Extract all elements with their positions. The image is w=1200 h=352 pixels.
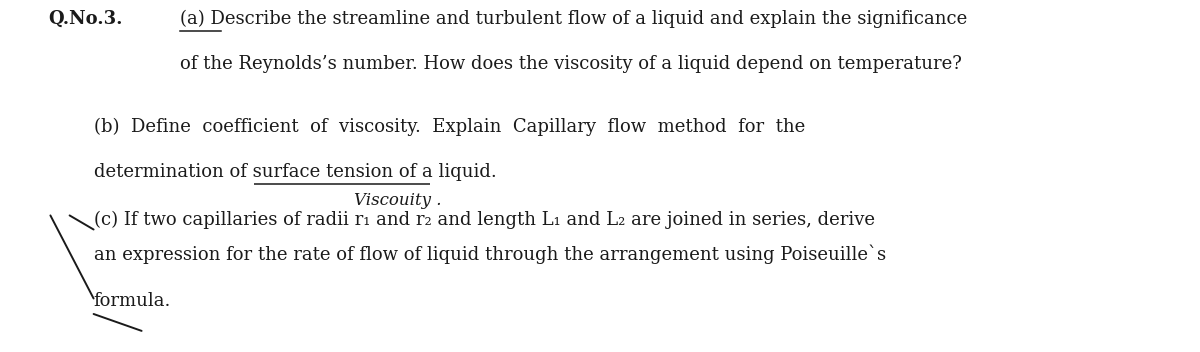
Text: (b)  Define  coefficient  of  viscosity.  Explain  Capillary  flow  method  for : (b) Define coefficient of viscosity. Exp… (94, 118, 805, 136)
Text: of the Reynolds’s number. How does the viscosity of a liquid depend on temperatu: of the Reynolds’s number. How does the v… (180, 55, 962, 73)
Text: Viscouity .: Viscouity . (354, 192, 442, 209)
Text: formula.: formula. (94, 291, 170, 309)
Text: Q.No.3.: Q.No.3. (48, 10, 122, 28)
Text: determination of surface tension of a liquid.: determination of surface tension of a li… (94, 163, 497, 181)
Text: an expression for the rate of flow of liquid through the arrangement using Poise: an expression for the rate of flow of li… (94, 245, 886, 264)
Text: (c) If two capillaries of radii r₁ and r₂ and length L₁ and L₂ are joined in ser: (c) If two capillaries of radii r₁ and r… (94, 211, 875, 229)
Text: (a) Describe the streamline and turbulent flow of a liquid and explain the signi: (a) Describe the streamline and turbulen… (180, 10, 967, 28)
